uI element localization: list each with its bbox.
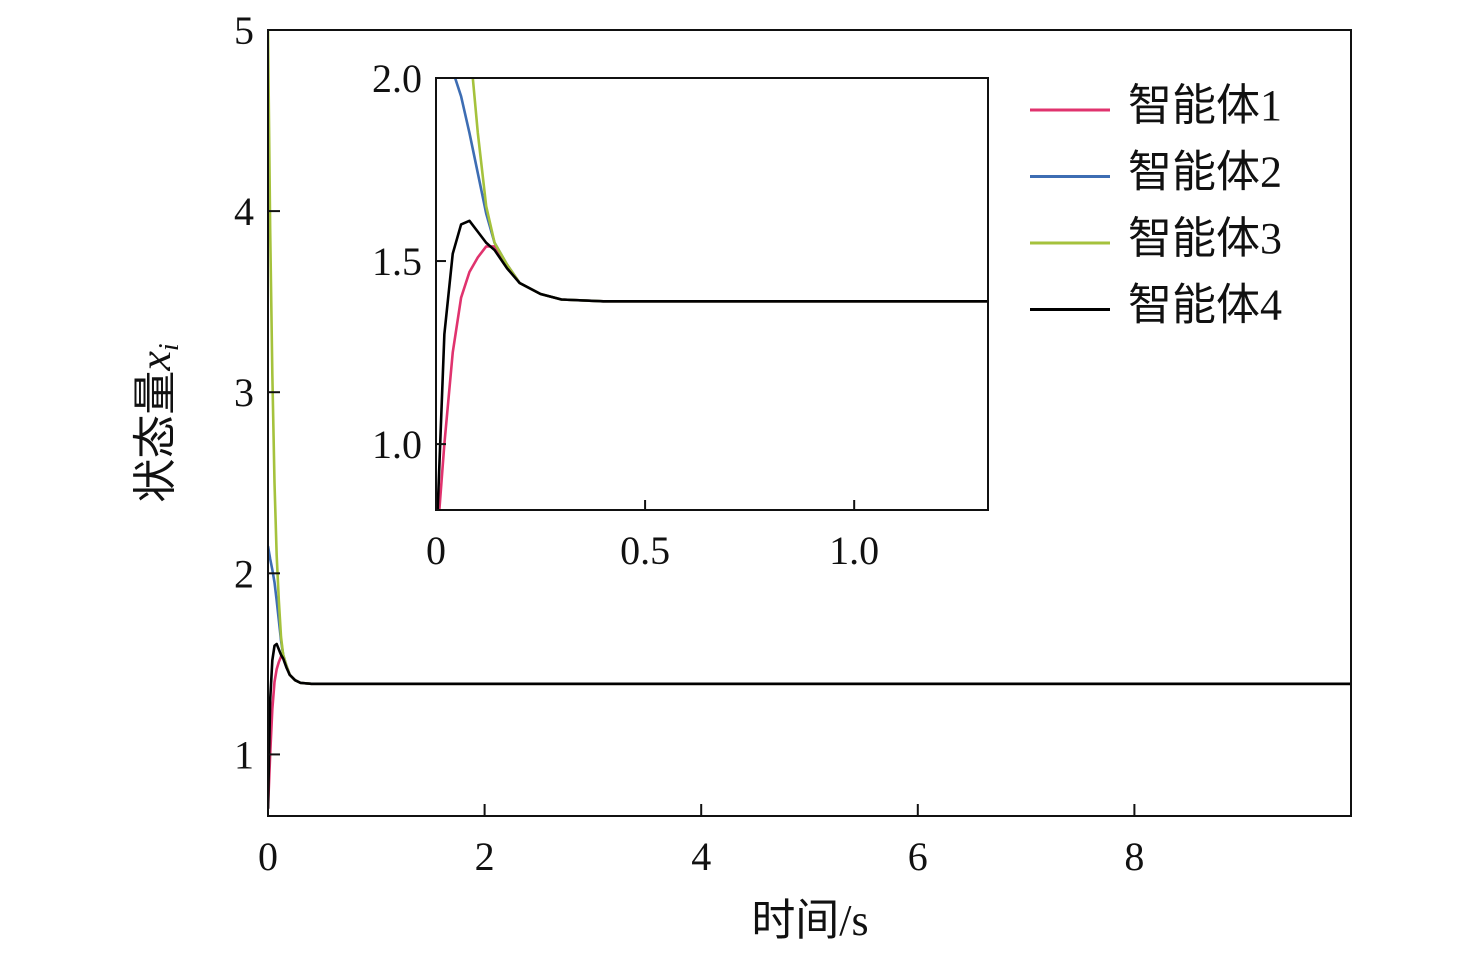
series-line — [268, 642, 1351, 809]
y-tick-label: 1 — [234, 732, 254, 777]
x-tick-label: 6 — [908, 834, 928, 879]
x-tick-label: 0 — [258, 834, 278, 879]
inset-background — [436, 78, 988, 510]
y-label-var: x — [131, 351, 180, 372]
legend-label: 智能体2 — [1128, 148, 1282, 197]
x-tick-label: 8 — [1124, 834, 1144, 879]
inset-frame — [435, 77, 989, 511]
series-line — [268, 655, 1351, 809]
y-tick-label: 2.0 — [372, 56, 422, 101]
y-axis-label: 状态量xi — [131, 343, 185, 502]
x-tick-label: 4 — [691, 834, 711, 879]
legend-label: 智能体3 — [1128, 214, 1282, 263]
legend-label: 智能体1 — [1128, 81, 1282, 130]
y-tick-label: 1.0 — [372, 422, 422, 467]
x-axis-label: 时间/s — [751, 896, 868, 945]
y-tick-label: 1.5 — [372, 239, 422, 284]
x-tick-label: 2 — [475, 834, 495, 879]
y-label-sub: i — [154, 343, 185, 351]
plot-frame — [267, 29, 1352, 817]
series-line — [436, 219, 988, 510]
y-label-text: 状态量 — [131, 371, 180, 503]
x-tick-label: 0 — [426, 528, 446, 573]
y-tick-label: 2 — [234, 551, 254, 596]
legend-label: 智能体4 — [1128, 281, 1282, 330]
x-tick-label: 1.0 — [829, 528, 879, 573]
main-lines — [268, 30, 1351, 809]
y-tick-label: 3 — [234, 370, 254, 415]
inset-lines — [436, 78, 988, 510]
x-tick-label: 0.5 — [620, 528, 670, 573]
y-tick-label: 5 — [234, 8, 254, 53]
y-tick-label: 4 — [234, 189, 254, 234]
